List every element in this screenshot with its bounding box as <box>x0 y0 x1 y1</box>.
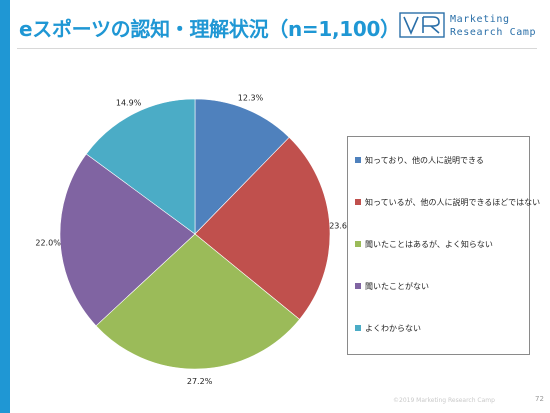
legend-label-3: 聞いたことはあるが、よく知らない <box>365 239 493 249</box>
legend-label-5: よくわからない <box>365 323 421 333</box>
legend-swatch-2 <box>355 199 361 205</box>
data-label-2: 23.6% <box>329 222 355 231</box>
pie-slice-5 <box>85 98 196 235</box>
data-label-5: 14.9% <box>116 99 142 108</box>
pie-slice-4 <box>59 153 196 327</box>
legend-label-2: 知っているが、他の人に説明できるほどではない <box>365 197 541 207</box>
legend-item-3: 聞いたことはあるが、よく知らない <box>355 238 493 250</box>
page-title: eスポーツの認知・理解状況（n=1,100） <box>19 17 400 41</box>
data-label-1: 12.3% <box>238 94 264 103</box>
legend-label-4: 聞いたことがない <box>365 281 429 291</box>
footer-copyright: ©2019 Marketing Research Camp <box>393 397 495 404</box>
legend-item-1: 知っており、他の人に説明できる <box>355 154 484 166</box>
legend-item-2: 知っているが、他の人に説明できるほどではない <box>355 196 540 208</box>
legend-swatch-1 <box>355 157 361 163</box>
legend-swatch-4 <box>355 283 361 289</box>
data-label-4: 22.0% <box>35 238 61 247</box>
legend-swatch-3 <box>355 241 361 247</box>
header-divider <box>17 48 537 49</box>
logo-text: Marketing Research Camp <box>450 13 536 39</box>
pie-slice-1 <box>194 98 290 235</box>
legend-label-1: 知っており、他の人に説明できる <box>365 155 484 165</box>
page-number: 72 <box>535 395 544 403</box>
pie-slice-3 <box>95 233 300 370</box>
legend-item-4: 聞いたことがない <box>355 280 429 292</box>
logo-icon <box>399 12 445 38</box>
logo-line-2: Research Camp <box>450 27 537 38</box>
chart-legend: 知っており、他の人に説明できる知っているが、他の人に説明できるほどではない 聞いた… <box>347 136 540 355</box>
accent-bar <box>0 0 10 413</box>
data-label-3: 27.2% <box>187 377 213 386</box>
legend-swatch-5 <box>355 325 361 331</box>
legend-item-5: よくわからない <box>355 322 421 334</box>
pie-slice-2 <box>194 136 331 320</box>
logo-line-1: Marketing <box>450 14 510 25</box>
